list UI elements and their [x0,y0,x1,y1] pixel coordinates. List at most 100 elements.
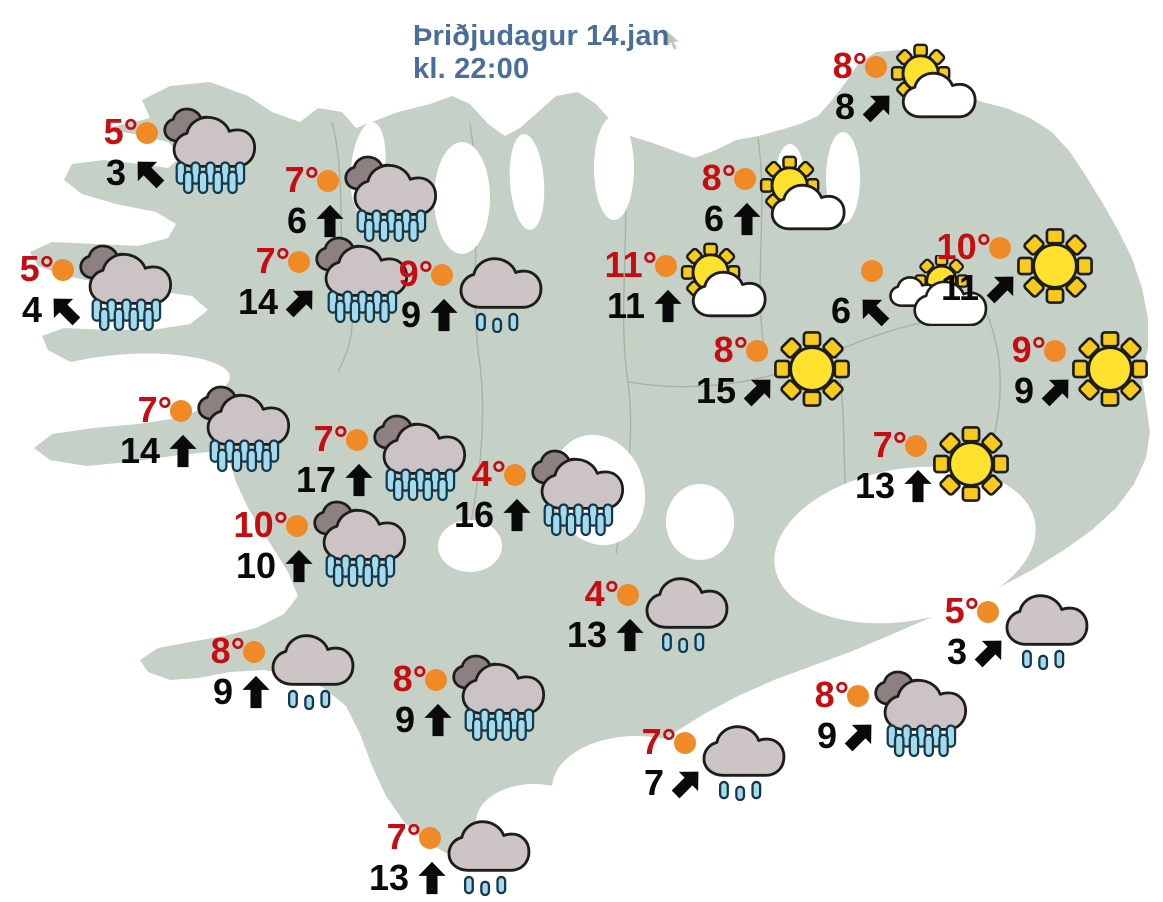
wind-direction-arrow [424,703,452,737]
wind-speed-label: 13 [368,857,409,898]
wind-speed-label: 9 [816,715,837,756]
wind-direction-arrow [503,498,531,532]
wind-direction-arrow [345,463,373,497]
wind-speed-label: 17 [295,459,336,500]
station-dot [617,584,639,606]
weather-icon [774,331,850,407]
station-dot [170,400,192,422]
station-dot [847,685,869,707]
station-dot [243,641,265,663]
wind-row: 10 [236,547,314,585]
wind-speed-label: 13 [566,614,607,655]
wind-direction-arrow [616,618,644,652]
temperature-label: 7° [641,721,676,762]
wind-direction-arrow [242,675,270,709]
wind-speed-label: 3 [946,631,967,672]
wind-row: 9 [1013,369,1079,413]
weather-icon [1002,590,1090,670]
wind-speed-label: 11 [940,267,979,308]
temperature-label: 5° [103,111,138,152]
weather-icon [313,236,409,323]
temperature-label: 5° [19,248,54,289]
station-dot [431,264,453,286]
temperature-label: 8° [392,658,427,699]
weather-icon [161,107,257,194]
temperature-label: 10° [936,226,991,267]
wind-row: 13 [567,616,645,654]
wind-row: 9 [395,701,453,739]
wind-speed-label: 13 [854,465,895,506]
weather-icon [195,385,291,472]
weather-icon [444,816,532,896]
wind-speed-label: 7 [643,762,664,803]
weather-icon [268,630,356,710]
wind-speed-label: 8 [834,86,855,127]
wind-speed-label: 9 [212,671,233,712]
wind-direction-arrow [316,204,344,238]
wind-row: 13 [855,467,933,505]
wind-row: 15 [695,369,781,413]
wind-row: 16 [454,496,532,534]
mouse-cursor [665,28,681,51]
weather-icon [77,244,173,331]
wind-speed-label: 15 [695,370,736,411]
wind-row: 14 [237,280,323,324]
wind-row: 11 [940,266,1024,310]
station-dot [317,170,339,192]
station-dot [905,435,927,457]
temperature-label: 7° [313,418,348,459]
weather-icon [456,253,544,333]
station-dot [1044,340,1066,362]
weather-icon [933,426,1009,502]
weather-icon [311,500,407,587]
wind-row: 3 [946,630,1012,674]
wind-direction-arrow [285,549,313,583]
wind-direction-arrow [418,861,446,895]
wind-row: 4 [21,288,87,332]
temperature-label: 8° [713,329,748,370]
temperature-label: 9° [398,253,433,294]
wind-row: 6 [704,200,762,238]
station-dot [346,429,368,451]
station-dot [286,515,308,537]
wind-row: 9 [816,714,882,758]
weather-icon [699,721,787,801]
temperature-label: 7° [255,240,290,281]
wind-row: 8 [834,85,900,129]
wind-speed-label: 9 [1013,370,1034,411]
wind-speed-label: 14 [119,430,160,471]
wind-direction-arrow [430,298,458,332]
station-dot [504,464,526,486]
wind-row: 11 [607,287,683,325]
temperature-label: 11° [604,244,657,285]
temperature-label: 8° [814,674,849,715]
wind-row: 7 [643,761,709,805]
wind-speed-label: 9 [394,699,415,740]
wind-speed-label: 14 [237,281,278,322]
station-dot [989,237,1011,259]
temperature-label: 10° [233,504,288,545]
weather-icon [889,43,977,121]
wind-speed-label: 10 [235,545,276,586]
temperature-label: 8° [210,630,245,671]
temperature-label: 7° [386,816,421,857]
temperature-label: 7° [284,159,319,200]
wind-row: 13 [369,859,447,897]
wind-speed-label: 11 [606,285,645,326]
weather-icon [1072,331,1148,407]
wind-speed-label: 6 [830,290,851,331]
weather-icon [342,155,438,242]
station-dot [746,340,768,362]
station-dot [865,56,887,78]
temperature-label: 4° [584,573,619,614]
wind-row: 6 [830,289,896,333]
station-dot [288,251,310,273]
wind-speed-label: 9 [400,294,421,335]
temperature-label: 7° [137,389,172,430]
title-time: kl. 22:00 [413,53,530,85]
temperature-label: 8° [832,45,867,86]
temperature-label: 4° [471,453,506,494]
weather-icon [450,654,546,741]
wind-speed-label: 4 [21,289,42,330]
